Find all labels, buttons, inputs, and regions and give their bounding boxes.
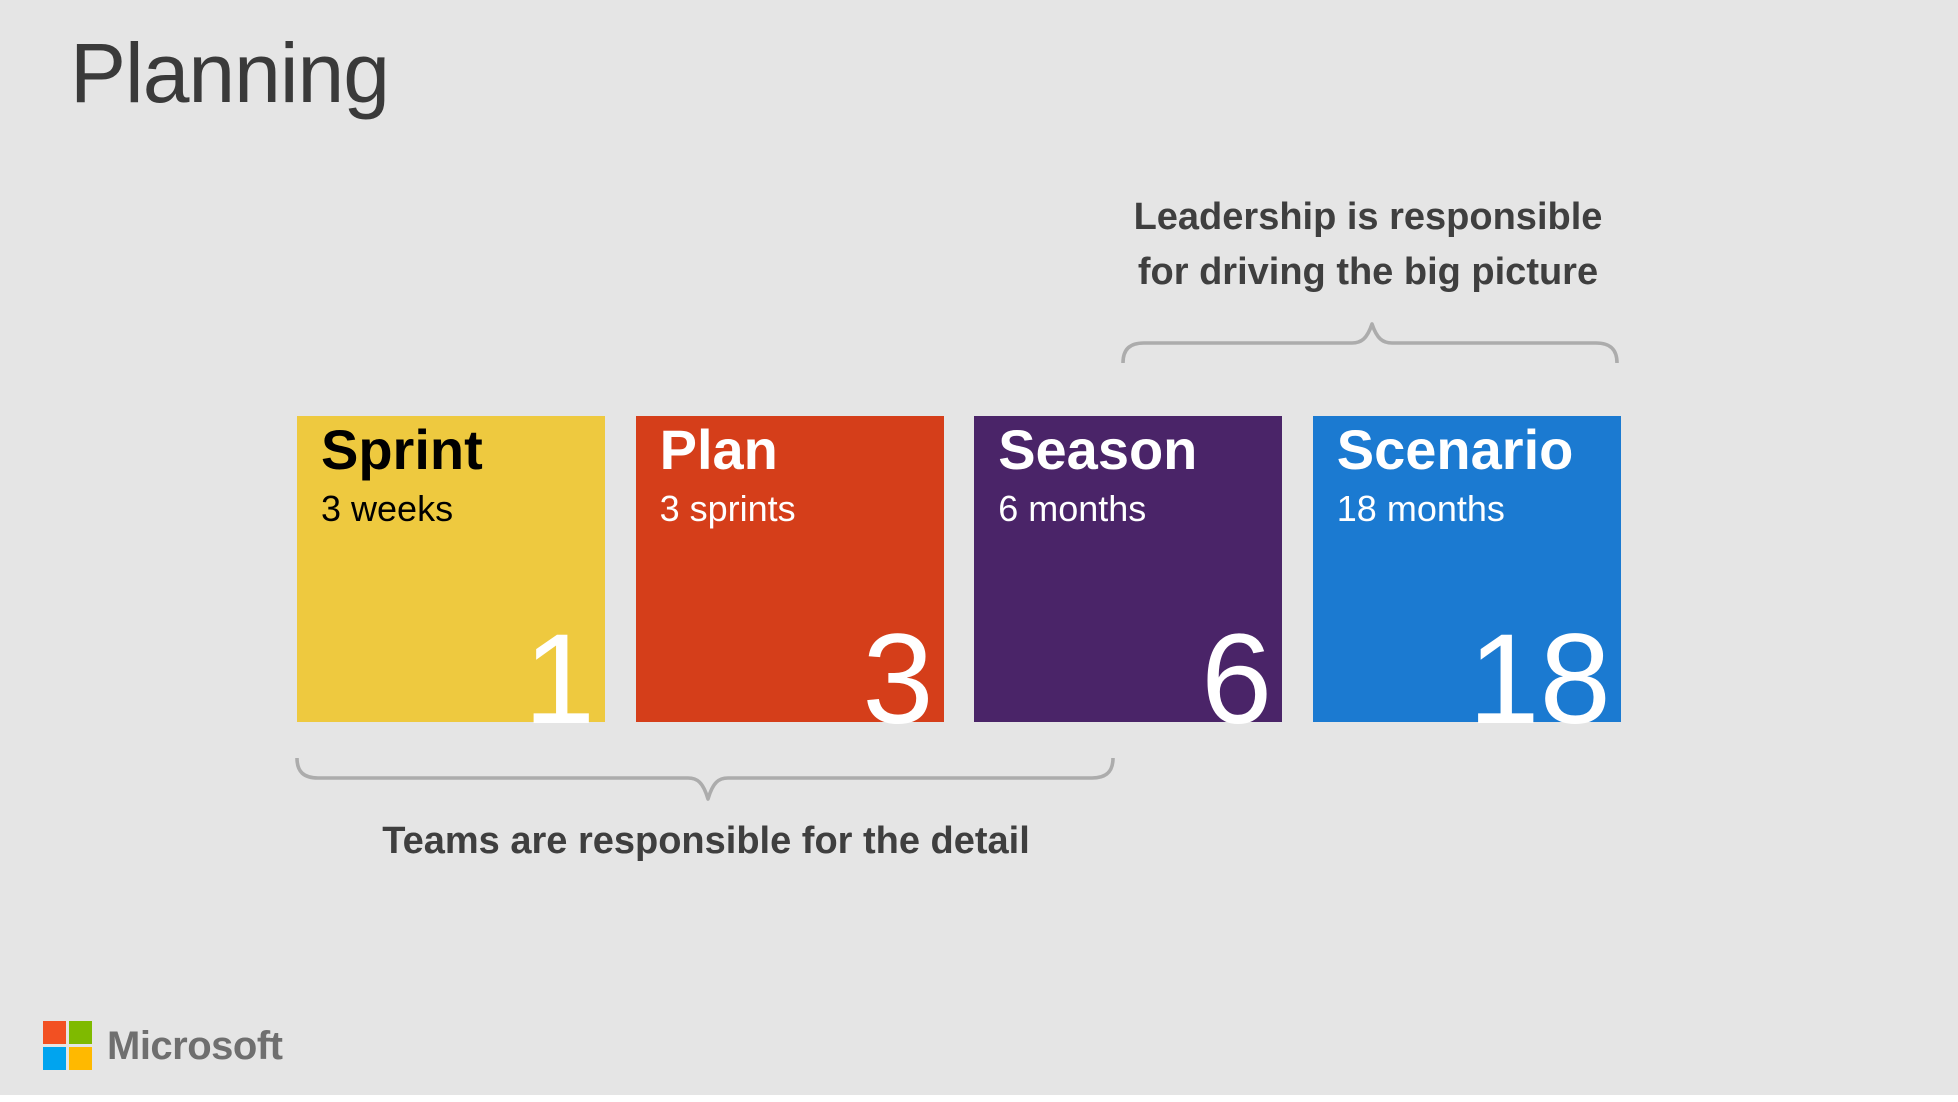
microsoft-logo-squares-icon [43,1021,92,1070]
card-duration: 3 weeks [321,488,454,529]
microsoft-logo: Microsoft [43,1021,283,1070]
slide-bottom-margin [0,1095,1958,1102]
card-label: Plan [659,418,778,481]
card-number: 18 [1468,608,1611,751]
leadership-brace-icon [1121,321,1619,363]
logo-square-red [43,1021,66,1044]
teams-note: Teams are responsible for the detail [382,820,1030,862]
planning-card-plan: Plan 3 sprints 3 [635,416,944,744]
card-number: 1 [523,608,595,751]
logo-square-blue [43,1047,66,1070]
planning-card-sprint: Sprint 3 weeks 1 [297,416,605,744]
logo-square-green [69,1021,92,1044]
planning-card-scenario: Scenario 18 months 18 [1312,416,1621,744]
card-label: Sprint [321,418,483,481]
planning-card-season: Season 6 months 6 [974,416,1283,744]
card-duration: 6 months [998,488,1147,529]
card-duration: 3 sprints [659,488,796,529]
card-number: 3 [862,608,934,751]
leadership-note-line2: for driving the big picture [1137,251,1599,294]
card-label: Scenario [1336,418,1574,481]
card-duration: 18 months [1336,488,1505,529]
card-number: 6 [1201,608,1273,751]
logo-square-yellow [69,1047,92,1070]
slide-title: Planning [70,26,390,120]
planning-cards-row: Sprint 3 weeks 1 Plan 3 sprints 3 Season… [297,416,1621,744]
leadership-note: Leadership is responsible for driving th… [1058,190,1678,300]
card-label: Season [998,418,1198,481]
microsoft-wordmark: Microsoft [107,1023,283,1068]
teams-brace-icon [295,758,1117,802]
leadership-note-line1: Leadership is responsible [1133,196,1603,238]
